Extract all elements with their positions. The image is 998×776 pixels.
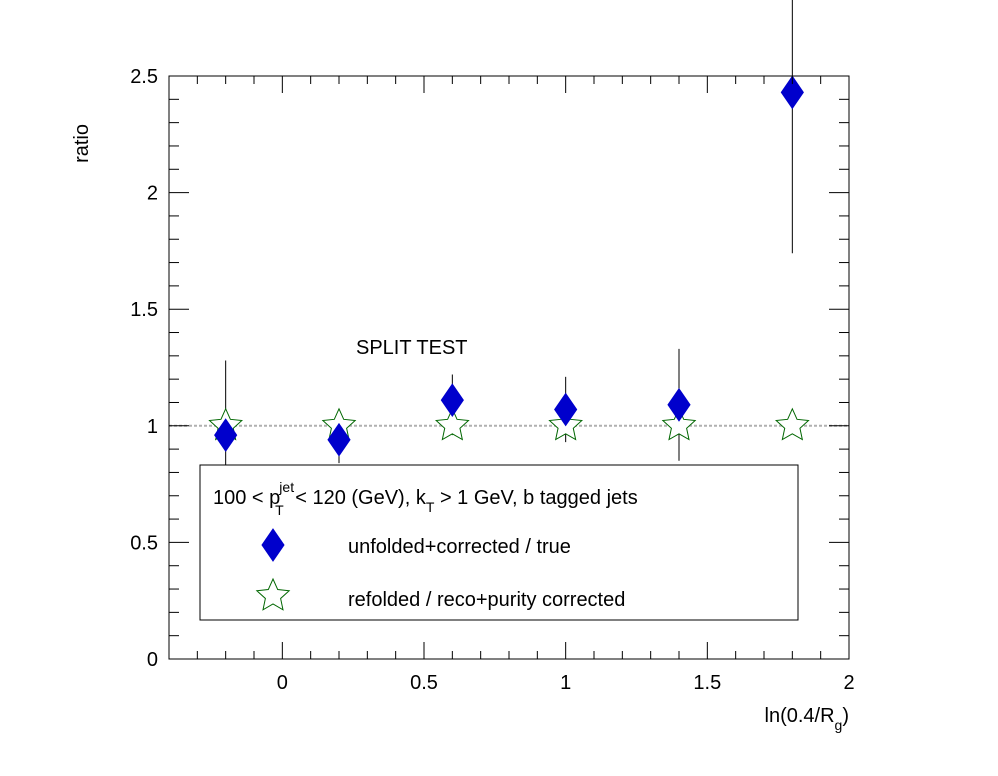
x-tick-label-1: 0.5 <box>410 672 438 694</box>
legend-header-p1: 100 < p <box>213 487 280 509</box>
y-tick-label-3: 1.5 <box>130 299 158 321</box>
marker-s1-p2 <box>435 407 470 441</box>
legend-entry-label-0: unfolded+corrected / true <box>348 536 571 558</box>
x-axis-label: ln(0.4/Rg) <box>765 705 850 733</box>
y-tick-label-5: 2.5 <box>130 66 158 88</box>
marker-s0-p0 <box>214 418 238 453</box>
marker-s0-p2 <box>440 383 464 418</box>
marker-s0-p4 <box>667 387 691 422</box>
legend-header: 100 < pjet T < 120 (GeV), kT > 1 GeV, b t… <box>213 479 638 518</box>
x-tick-label-3: 1.5 <box>693 672 721 694</box>
legend-marker-1 <box>255 577 291 611</box>
annotation-text: SPLIT TEST <box>356 337 468 359</box>
legend-header-sup: jet <box>278 479 294 495</box>
y-tick-label-0: 0 <box>147 649 158 671</box>
legend-marker-0 <box>261 528 285 562</box>
x-tick-label-2: 1 <box>560 672 571 694</box>
marker-s0-p1 <box>327 422 351 457</box>
y-axis-label: ratio <box>71 124 93 163</box>
y-tick-label-1: 0.5 <box>130 532 158 554</box>
legend-header-sub2: T <box>426 499 435 515</box>
legend: 100 < pjet T < 120 (GeV), kT > 1 GeV, b t… <box>199 464 799 621</box>
x-axis-label-main: ln(0.4/R <box>765 705 835 727</box>
legend-header-p2: < 120 (GeV), k <box>290 487 427 509</box>
legend-header-p3: > 1 GeV, b tagged jets <box>434 487 637 509</box>
legend-box <box>199 464 799 621</box>
legend-header-sub1: T <box>275 502 284 518</box>
y-tick-label-2: 1 <box>147 416 158 438</box>
x-tick-label-4: 2 <box>843 672 854 694</box>
x-tick-label-0: 0 <box>277 672 288 694</box>
marker-s0-p3 <box>554 392 578 427</box>
marker-s0-p5 <box>780 75 804 110</box>
marker-s1-p4 <box>661 407 697 441</box>
x-axis-label-sub: g <box>835 717 843 733</box>
x-axis-label-close: ) <box>842 705 849 727</box>
legend-entry-label-1: refolded / reco+purity corrected <box>348 589 625 611</box>
y-tick-label-4: 2 <box>147 183 158 205</box>
marker-s1-p5 <box>775 407 810 441</box>
